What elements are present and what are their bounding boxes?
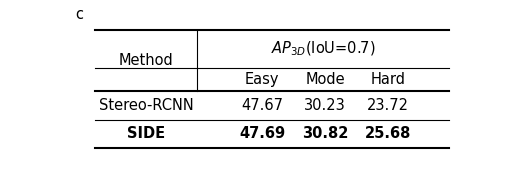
Text: 25.68: 25.68 xyxy=(365,126,411,141)
Text: Mode: Mode xyxy=(305,72,345,87)
Text: c: c xyxy=(75,7,83,22)
Text: SIDE: SIDE xyxy=(127,126,165,141)
Text: Method: Method xyxy=(119,53,174,68)
Text: Stereo-RCNN: Stereo-RCNN xyxy=(99,98,194,113)
Text: 30.82: 30.82 xyxy=(302,126,348,141)
Text: Easy: Easy xyxy=(245,72,279,87)
Text: 23.72: 23.72 xyxy=(367,98,409,113)
Text: $\mathit{AP}_{3D}$(IoU=0.7): $\mathit{AP}_{3D}$(IoU=0.7) xyxy=(271,40,375,58)
Text: 47.67: 47.67 xyxy=(241,98,283,113)
Text: 30.23: 30.23 xyxy=(304,98,346,113)
Text: 47.69: 47.69 xyxy=(239,126,285,141)
Text: Hard: Hard xyxy=(371,72,406,87)
